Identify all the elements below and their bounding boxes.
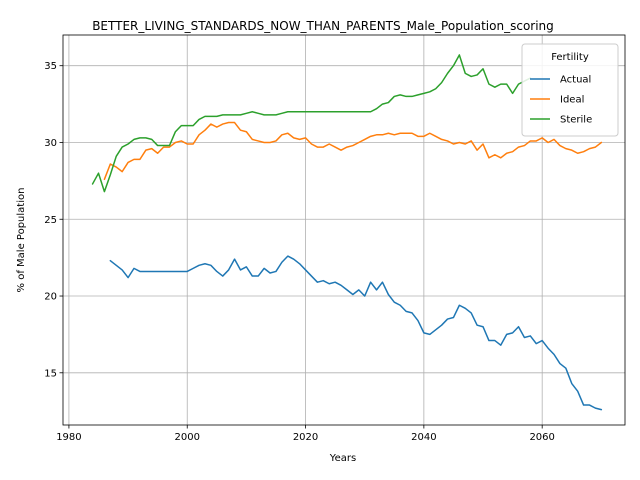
series-line-sterile [91,54,532,193]
x-tick-label: 2000 [175,432,200,443]
x-tick-label: 1980 [56,432,81,443]
y-tick-label: 30 [44,138,57,149]
y-tick-label: 15 [44,368,57,379]
legend-label-ideal: Ideal [560,95,584,106]
y-tick-label: 20 [44,292,57,303]
x-tick-label: 2060 [529,432,554,443]
legend-entries: Actual Ideal Sterile [530,75,592,126]
legend-label-sterile: Sterile [560,115,592,126]
x-tick-label: 2040 [411,432,436,443]
series-line-ideal [103,121,603,181]
y-axis-label: % of Male Population [16,188,27,293]
x-tick-label: 2020 [293,432,318,443]
series-lines [91,54,603,411]
series-line-actual [109,255,603,411]
y-axis-ticks: 15 20 25 30 35 [44,61,63,379]
chart-title: BETTER_LIVING_STANDARDS_NOW_THAN_PARENTS… [92,19,554,33]
legend: Fertility Actual Ideal Sterile [521,43,619,137]
legend-title: Fertility [551,52,589,63]
y-tick-label: 35 [44,61,57,72]
y-tick-label: 25 [44,215,57,226]
x-axis-ticks: 1980 2000 2020 2040 2060 [56,425,555,443]
x-axis-label: Years [329,453,356,464]
legend-label-actual: Actual [560,75,591,86]
plot-frame [62,34,626,426]
legend-box [521,43,619,137]
